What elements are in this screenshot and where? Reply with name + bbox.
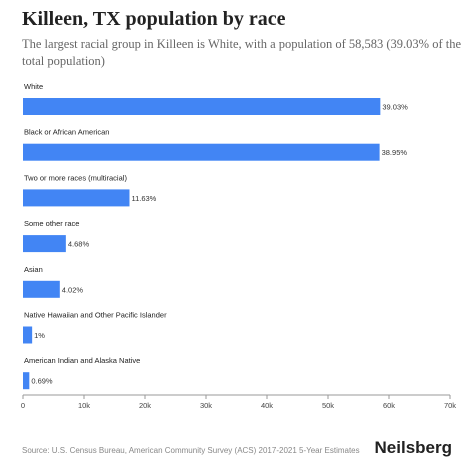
category-label: American Indian and Alaska Native	[24, 356, 140, 365]
brand-logo: Neilsberg	[374, 438, 452, 457]
x-tick-label: 0	[21, 401, 25, 410]
category-label: Native Hawaiian and Other Pacific Island…	[24, 311, 167, 320]
bar	[23, 280, 60, 298]
bar	[23, 372, 30, 390]
bar	[23, 235, 66, 253]
category-label: White	[24, 82, 43, 91]
x-tick-label: 10k	[78, 401, 90, 410]
category-label: Asian	[24, 265, 43, 274]
bar-value-label: 38.95%	[382, 148, 408, 157]
category-label: Black or African American	[24, 128, 109, 137]
bar-value-label: 4.02%	[62, 285, 84, 294]
x-tick-label: 50k	[322, 401, 334, 410]
bar	[23, 326, 33, 344]
x-tick-label: 20k	[139, 401, 151, 410]
bar-value-label: 0.69%	[31, 377, 53, 386]
chart-title: Killeen, TX population by race	[22, 8, 286, 30]
bar	[23, 98, 381, 115]
x-tick-label: 60k	[383, 401, 395, 410]
x-tick-label: 70k	[444, 401, 456, 410]
bar-value-label: 11.63%	[131, 194, 156, 203]
bar-value-label: 39.03%	[382, 103, 408, 112]
bar	[23, 189, 130, 207]
x-tick-label: 30k	[200, 401, 212, 410]
category-label: Some other race	[24, 219, 79, 228]
bar-value-label: 4.68%	[68, 240, 90, 249]
chart-subtitle: The largest racial group in Killeen is W…	[22, 37, 462, 68]
category-label: Two or more races (multiracial)	[24, 173, 127, 182]
bar	[23, 143, 380, 161]
x-tick-label: 40k	[261, 401, 273, 410]
source-note: Source: U.S. Census Bureau, American Com…	[22, 446, 360, 455]
bar-value-label: 1%	[34, 331, 45, 340]
